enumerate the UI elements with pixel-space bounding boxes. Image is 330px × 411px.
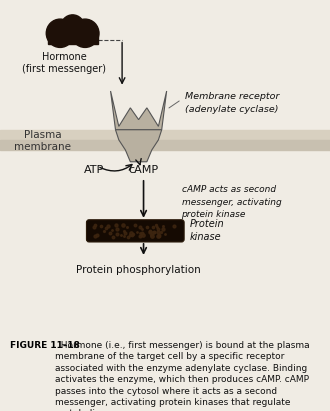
FancyBboxPatch shape: [86, 220, 184, 242]
Text: Protein
kinase: Protein kinase: [190, 219, 224, 242]
Circle shape: [61, 15, 84, 39]
Text: Membrane receptor
(adenylate cyclase): Membrane receptor (adenylate cyclase): [185, 92, 279, 113]
Polygon shape: [111, 91, 167, 130]
Text: Hormone
(first messenger): Hormone (first messenger): [22, 52, 106, 74]
Bar: [48, 31, 98, 44]
Circle shape: [46, 19, 74, 47]
Text: Protein phosphorylation: Protein phosphorylation: [76, 265, 201, 275]
Text: cAMP: cAMP: [128, 164, 159, 175]
Circle shape: [71, 19, 99, 47]
Text: cAMP acts as second
messenger, activating
protein kinase: cAMP acts as second messenger, activatin…: [182, 185, 281, 219]
Text: ATP: ATP: [84, 164, 104, 175]
Text: FIGURE 11–18: FIGURE 11–18: [10, 341, 80, 350]
Polygon shape: [115, 130, 162, 162]
Bar: [0, 130, 330, 140]
Text: Plasma
membrane: Plasma membrane: [15, 130, 71, 152]
Text: Hormone (i.e., first messenger) is bound at the plasma membrane of the target ce: Hormone (i.e., first messenger) is bound…: [55, 341, 310, 411]
Bar: [0, 140, 330, 150]
